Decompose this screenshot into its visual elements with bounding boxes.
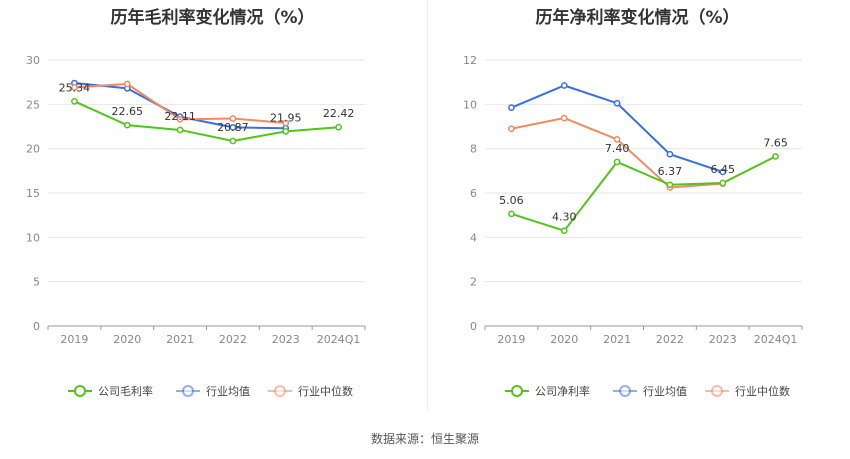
nm-y-tick-label: 4	[470, 231, 477, 244]
legend-label-median: 行业中位数	[735, 384, 790, 398]
gm-median-point	[71, 84, 78, 91]
legend-item-avg: 行业均值	[176, 385, 250, 398]
gm-median-point	[282, 119, 290, 127]
nm-avg-point	[613, 99, 621, 107]
nm-x-tick-label: 2021	[603, 333, 631, 346]
net-margin-chart-panel: 历年净利率变化情况（%） 0 2 4 6 8 10 12 2019 2020 2021 2022 20…	[425, 0, 850, 420]
gm-median-point	[123, 80, 131, 88]
legend-item-median: 行业中位数	[705, 384, 790, 398]
legend-label-avg: 行业均值	[206, 385, 250, 398]
gm-data-label: 22.11	[164, 110, 196, 123]
nm-company-point	[560, 227, 568, 235]
gross-margin-chart-panel: 历年毛利率变化情况（%） 0 5 10 15 20 25 30 2019 2020 2021 202…	[0, 0, 425, 420]
gm-x-tick-label: 2019	[60, 333, 88, 346]
gm-data-label: 22.65	[112, 105, 144, 118]
gm-company-point	[123, 121, 131, 129]
nm-y-tick-label: 12	[463, 54, 477, 67]
gm-company-line	[74, 100, 339, 142]
nm-y-tick-label: 8	[470, 143, 477, 156]
nm-avg-point	[508, 104, 515, 112]
gm-y-tick-label: 5	[33, 276, 40, 289]
gm-avg-point	[229, 124, 237, 131]
gm-company-point	[229, 137, 237, 145]
gross-margin-chart-title: 历年毛利率变化情况（%）	[110, 8, 315, 28]
legend-marker-median	[274, 385, 286, 397]
nm-x-tick-label: 2023	[709, 333, 737, 346]
nm-data-label: 5.06	[499, 194, 524, 207]
gm-x-tick-label: 2024Q1	[317, 333, 361, 346]
nm-company-point	[508, 210, 515, 218]
gm-y-tick-label: 25	[26, 98, 40, 111]
nm-company-line	[511, 155, 777, 232]
net-margin-chart: 0 2 4 6 8 10 12 2019 2020 2021 2022 2023 2024Q1 5.06 4…	[463, 54, 803, 398]
nm-x-tick-label: 2022	[656, 333, 684, 346]
nm-y-tick-label: 6	[470, 187, 477, 200]
nm-data-label: 6.45	[711, 163, 736, 176]
gm-x-tick-label: 2020	[113, 333, 141, 346]
legend-item-company: 公司毛利率	[68, 384, 153, 398]
legend-item-avg: 行业均值	[613, 385, 687, 398]
legend-label-company: 公司毛利率	[98, 384, 153, 398]
gm-y-tick-label: 15	[26, 187, 40, 200]
gm-company-point	[176, 126, 184, 134]
data-source-note: 数据来源：恒生聚源	[370, 432, 479, 446]
gm-y-tick-label: 0	[33, 320, 40, 333]
nm-avg-point	[560, 82, 568, 89]
nm-median-point	[613, 136, 621, 143]
legend-item-median: 行业中位数	[268, 384, 353, 398]
nm-company-point	[613, 158, 621, 166]
gm-data-label: 21.95	[270, 111, 302, 124]
legend-marker-company	[74, 385, 86, 397]
gm-data-label: 20.87	[217, 121, 249, 134]
nm-y-tick-label: 2	[470, 276, 477, 289]
gm-data-label: 25.34	[59, 81, 91, 94]
nm-x-tick-label: 2020	[550, 333, 578, 346]
legend-marker-median	[711, 385, 723, 397]
nm-avg-point	[666, 150, 674, 158]
legend-marker-avg	[182, 385, 194, 397]
legend-marker-avg	[619, 385, 631, 397]
nm-avg-point	[719, 168, 727, 176]
nm-company-point	[719, 179, 727, 187]
gm-company-point	[71, 97, 78, 105]
nm-y-tick-label: 10	[463, 98, 477, 111]
nm-x-tick-label: 2024Q1	[754, 333, 798, 346]
nm-data-label: 4.30	[552, 211, 577, 224]
net-margin-chart-title: 历年净利率变化情况（%）	[535, 8, 740, 28]
nm-y-tick-label: 0	[470, 320, 477, 333]
legend-label-avg: 行业均值	[643, 385, 687, 398]
gross-margin-chart: 0 5 10 15 20 25 30 2019 2020 2021 2022 2023 2024Q1 25…	[26, 54, 366, 398]
gm-data-label: 22.42	[323, 107, 355, 120]
legend-label-company: 公司净利率	[535, 384, 590, 398]
gm-y-tick-label: 10	[26, 231, 40, 244]
nm-company-point	[666, 181, 674, 189]
panel-divider	[427, 0, 428, 410]
legend-item-company: 公司净利率	[505, 384, 590, 398]
gm-x-tick-label: 2022	[219, 333, 247, 346]
gm-median-point	[229, 115, 237, 122]
nm-x-tick-label: 2019	[497, 333, 525, 346]
gm-y-tick-label: 30	[26, 54, 40, 67]
gm-company-point	[335, 123, 342, 131]
gm-median-point	[176, 116, 184, 123]
nm-data-label: 7.40	[605, 142, 630, 155]
gm-y-tick-label: 20	[26, 143, 40, 156]
nm-company-point	[772, 153, 779, 160]
nm-median-point	[560, 114, 568, 122]
nm-data-label: 6.37	[658, 165, 683, 178]
nm-median-point	[508, 125, 515, 133]
gm-company-point	[282, 128, 290, 135]
legend-label-median: 行业中位数	[298, 384, 353, 398]
gm-x-tick-label: 2021	[166, 333, 194, 346]
gm-x-tick-label: 2023	[272, 333, 300, 346]
nm-data-label: 7.65	[763, 136, 788, 149]
legend-marker-company	[511, 385, 523, 397]
